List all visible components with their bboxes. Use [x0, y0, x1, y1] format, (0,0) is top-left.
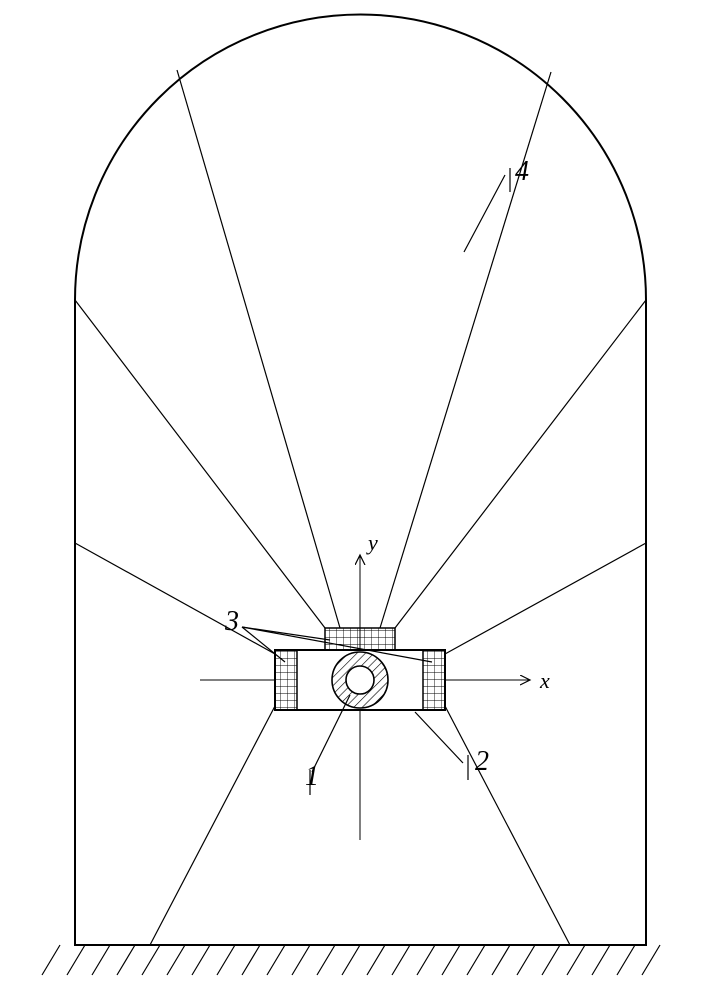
line — [67, 945, 85, 975]
view-cone-edge — [445, 543, 646, 654]
line — [617, 945, 635, 975]
line — [417, 945, 435, 975]
callout-label-2: 2 — [475, 746, 489, 777]
line — [342, 945, 360, 975]
x-axis-label: x — [539, 668, 550, 693]
line — [142, 945, 160, 975]
line — [242, 945, 260, 975]
shaft-inner — [346, 666, 374, 694]
callout-label-3: 3 — [224, 606, 239, 637]
line — [317, 945, 335, 975]
line — [542, 945, 560, 975]
line — [467, 945, 485, 975]
line — [367, 945, 385, 975]
line — [592, 945, 610, 975]
callout-4 — [464, 168, 510, 252]
diagram-canvas: xyO4321 — [0, 0, 723, 1000]
cam-right — [423, 650, 445, 710]
callout-2 — [415, 712, 468, 780]
y-axis-label: y — [366, 530, 378, 555]
view-cone-edge — [177, 70, 340, 628]
line — [217, 945, 235, 975]
line — [442, 945, 460, 975]
line — [92, 945, 110, 975]
view-cone-edge — [150, 706, 275, 945]
device — [275, 628, 445, 710]
line — [642, 945, 660, 975]
line — [392, 945, 410, 975]
view-cone-edge — [395, 300, 646, 628]
cam-top — [325, 628, 395, 650]
view-cone-edge — [445, 706, 570, 945]
line — [192, 945, 210, 975]
callout-label-4: 4 — [515, 156, 529, 187]
line — [292, 945, 310, 975]
view-cone-edge — [75, 300, 325, 628]
line — [117, 945, 135, 975]
line — [492, 945, 510, 975]
line — [42, 945, 60, 975]
view-cone-edge — [75, 543, 275, 654]
cam-left — [275, 650, 297, 710]
callout-label-1: 1 — [305, 761, 319, 792]
line — [267, 945, 285, 975]
line — [167, 945, 185, 975]
line — [567, 945, 585, 975]
line — [517, 945, 535, 975]
ground-hatch — [42, 945, 660, 975]
leader-line — [415, 712, 463, 763]
